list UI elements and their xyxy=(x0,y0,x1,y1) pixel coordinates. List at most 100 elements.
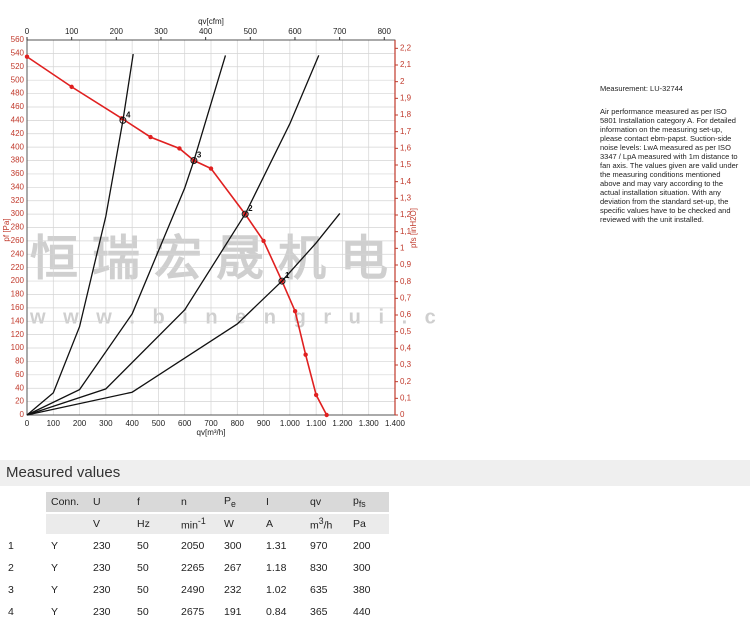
table-cell xyxy=(46,513,88,536)
table-cell: pfs xyxy=(348,492,389,514)
y-tick-label: 420 xyxy=(11,129,25,138)
operating-point xyxy=(190,157,198,165)
table-cell: 300 xyxy=(348,557,389,580)
table-cell: 4 xyxy=(3,601,46,624)
y-tick-label: 380 xyxy=(11,156,25,165)
y-tick-label: 540 xyxy=(11,49,25,58)
y-tick-label: 320 xyxy=(11,196,25,205)
y-tick-label: 300 xyxy=(11,209,25,218)
table-cell: 232 xyxy=(219,579,261,602)
x2-tick-label: 700 xyxy=(333,27,347,36)
table-cell: Pe xyxy=(219,492,261,514)
table-cell: f xyxy=(132,492,176,514)
x2-axis-label: qv[cfm] xyxy=(198,17,224,26)
x-tick-label: 0 xyxy=(25,419,30,428)
table-cell: A xyxy=(261,513,305,536)
cell-sup: 3 xyxy=(318,516,324,527)
table-cell: 1.18 xyxy=(261,557,305,580)
y-tick-label: 240 xyxy=(11,249,25,258)
table-cell: 230 xyxy=(88,601,132,624)
table-cell: Conn. xyxy=(46,492,88,514)
y2-tick-label: 0,5 xyxy=(400,327,412,336)
table-cell: 50 xyxy=(132,557,176,580)
y2-tick-label: 0,3 xyxy=(400,360,412,369)
y2-tick-label: 1,4 xyxy=(400,177,412,186)
table-cell: n xyxy=(176,492,219,514)
y2-tick-label: 2 xyxy=(400,77,405,86)
curve xyxy=(26,53,134,416)
x-tick-label: 200 xyxy=(73,419,87,428)
data-row: 3 Y 230 50 2490 232 1.02 635 380 xyxy=(3,579,389,602)
table-cell: qv xyxy=(305,492,348,514)
y-tick-label: 340 xyxy=(11,182,25,191)
y2-tick-label: 0,1 xyxy=(400,393,412,402)
x-tick-label: 500 xyxy=(152,419,166,428)
cell-text: min xyxy=(181,519,198,532)
cell-text: m xyxy=(310,519,319,532)
table-cell: 50 xyxy=(132,601,176,624)
y2-tick-label: 0,6 xyxy=(400,310,412,319)
x-tick-label: 700 xyxy=(204,419,218,428)
y-tick-label: 360 xyxy=(11,169,25,178)
y-tick-label: 140 xyxy=(11,316,25,325)
curve-marker xyxy=(177,146,182,151)
curve-marker xyxy=(292,309,298,314)
table-cell xyxy=(3,492,46,514)
table-cell: 191 xyxy=(219,601,261,624)
table-cell: 830 xyxy=(305,557,348,580)
x2-tick-label: 200 xyxy=(110,27,124,36)
y2-tick-label: 2,1 xyxy=(400,60,412,69)
table-cell: I xyxy=(261,492,305,514)
operating-point-label: 4 xyxy=(126,110,131,119)
cell-sub: fs xyxy=(358,499,366,510)
y-tick-label: 220 xyxy=(11,263,25,272)
y2-tick-label: 1 xyxy=(400,243,405,252)
table-cell: 0.84 xyxy=(261,601,305,624)
table-cell: 1.02 xyxy=(261,579,305,602)
y-tick-label: 280 xyxy=(11,223,25,232)
note-text: Air performance measured as per ISO 5801… xyxy=(600,107,739,224)
y2-tick-label: 1,3 xyxy=(400,193,412,202)
table-cell: Pa xyxy=(348,513,389,536)
curve xyxy=(26,55,227,416)
curve xyxy=(26,55,320,416)
y2-tick-label: 1,6 xyxy=(400,143,412,152)
table-cell: 380 xyxy=(348,579,389,602)
cell-text: /h xyxy=(323,519,333,532)
x-tick-label: 400 xyxy=(125,419,139,428)
y-tick-label: 440 xyxy=(11,115,25,124)
operating-point xyxy=(241,210,249,218)
curve-marker xyxy=(303,352,308,357)
y-tick-label: 120 xyxy=(11,330,25,339)
y-tick-label: 500 xyxy=(11,75,25,84)
table-cell: 230 xyxy=(88,535,132,558)
operating-point xyxy=(278,277,286,285)
y-tick-label: 20 xyxy=(15,397,24,406)
operating-point-label: 2 xyxy=(248,204,253,213)
table-cell: Hz xyxy=(132,513,176,536)
x2-tick-label: 500 xyxy=(244,27,258,36)
table-cell: Y xyxy=(46,535,88,558)
cell-text: p xyxy=(353,494,359,507)
table-cell: 2675 xyxy=(176,601,219,624)
operating-point xyxy=(119,116,127,124)
table-cell: W xyxy=(219,513,261,536)
y2-axis-label: pfs [inH2O] xyxy=(409,208,418,248)
table-cell: 200 xyxy=(348,535,389,558)
x2-tick-label: 0 xyxy=(25,27,30,36)
x-tick-label: 1.300 xyxy=(359,419,380,428)
x-tick-label: 600 xyxy=(178,419,192,428)
curve-marker xyxy=(324,412,329,418)
x-tick-label: 1.200 xyxy=(332,419,353,428)
y2-tick-label: 0,7 xyxy=(400,293,412,302)
table-cell: 3 xyxy=(3,579,46,602)
x-tick-label: 800 xyxy=(231,419,245,428)
cell-text: P xyxy=(224,494,232,507)
y-tick-label: 0 xyxy=(20,410,25,419)
table-cell: U xyxy=(88,492,132,514)
table-cell: V xyxy=(88,513,132,536)
y-tick-label: 520 xyxy=(11,62,25,71)
table-cell: 2490 xyxy=(176,579,219,602)
